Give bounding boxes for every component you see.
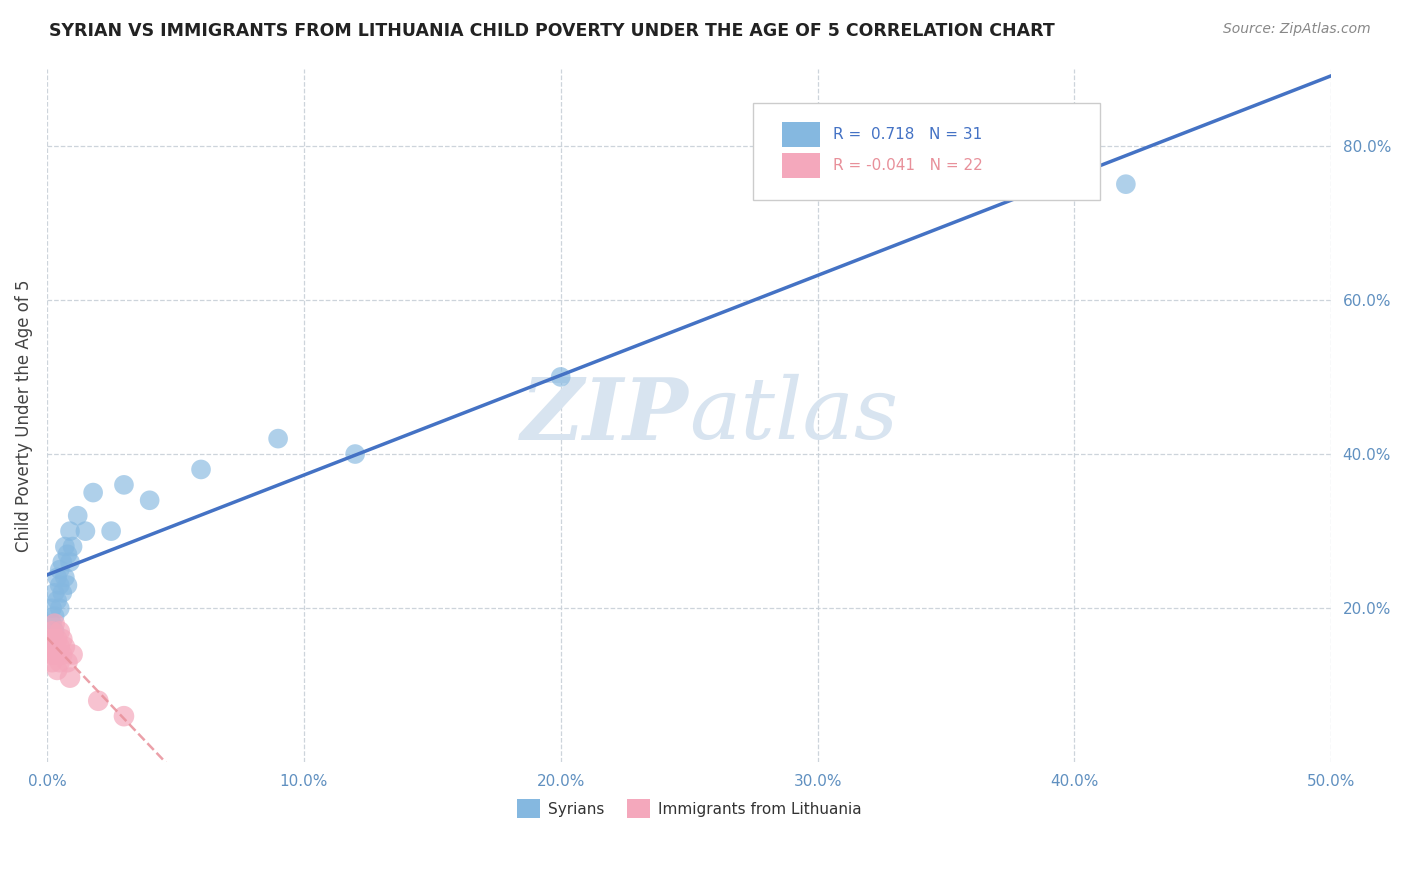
Point	[100, 524, 122, 538]
Point	[112, 478, 135, 492]
Point	[62, 648, 84, 662]
Point	[82, 485, 104, 500]
Point	[550, 370, 572, 384]
Point	[38, 632, 60, 646]
Point	[46, 648, 69, 662]
Point	[46, 663, 69, 677]
Point	[53, 640, 76, 654]
Text: R =  0.718   N = 31: R = 0.718 N = 31	[832, 127, 983, 142]
Y-axis label: Child Poverty Under the Age of 5: Child Poverty Under the Age of 5	[15, 279, 32, 552]
Point	[59, 555, 82, 569]
Point	[51, 648, 73, 662]
Point	[46, 593, 69, 607]
Text: ZIP: ZIP	[522, 374, 689, 458]
Point	[41, 655, 63, 669]
Text: atlas: atlas	[689, 374, 898, 457]
Point	[41, 601, 63, 615]
Point	[267, 432, 290, 446]
Point	[44, 609, 66, 624]
Point	[51, 632, 73, 646]
Point	[56, 547, 79, 561]
Point	[44, 624, 66, 639]
Text: Source: ZipAtlas.com: Source: ZipAtlas.com	[1223, 22, 1371, 37]
Bar	[782, 153, 820, 178]
Point	[48, 563, 70, 577]
Point	[138, 493, 160, 508]
Point	[48, 578, 70, 592]
Point	[56, 655, 79, 669]
Point	[59, 524, 82, 538]
Point	[46, 632, 69, 646]
Point	[87, 694, 110, 708]
Point	[48, 624, 70, 639]
Text: R = -0.041   N = 22: R = -0.041 N = 22	[832, 158, 983, 173]
Point	[44, 586, 66, 600]
Point	[41, 616, 63, 631]
Point	[41, 640, 63, 654]
Point	[48, 640, 70, 654]
Point	[44, 632, 66, 646]
Bar	[782, 122, 820, 147]
Point	[59, 671, 82, 685]
Point	[66, 508, 89, 523]
Point	[38, 648, 60, 662]
Point	[75, 524, 97, 538]
Legend: Syrians, Immigrants from Lithuania: Syrians, Immigrants from Lithuania	[510, 793, 868, 824]
Point	[46, 570, 69, 584]
Point	[41, 624, 63, 639]
Point	[190, 462, 212, 476]
Point	[56, 578, 79, 592]
Point	[62, 540, 84, 554]
Point	[51, 555, 73, 569]
Point	[344, 447, 367, 461]
Point	[48, 601, 70, 615]
Point	[51, 586, 73, 600]
Point	[44, 616, 66, 631]
Text: SYRIAN VS IMMIGRANTS FROM LITHUANIA CHILD POVERTY UNDER THE AGE OF 5 CORRELATION: SYRIAN VS IMMIGRANTS FROM LITHUANIA CHIL…	[49, 22, 1054, 40]
FancyBboxPatch shape	[754, 103, 1099, 201]
Point	[44, 648, 66, 662]
Point	[1115, 177, 1137, 191]
Point	[112, 709, 135, 723]
Point	[38, 632, 60, 646]
Point	[53, 540, 76, 554]
Point	[53, 570, 76, 584]
Point	[48, 655, 70, 669]
